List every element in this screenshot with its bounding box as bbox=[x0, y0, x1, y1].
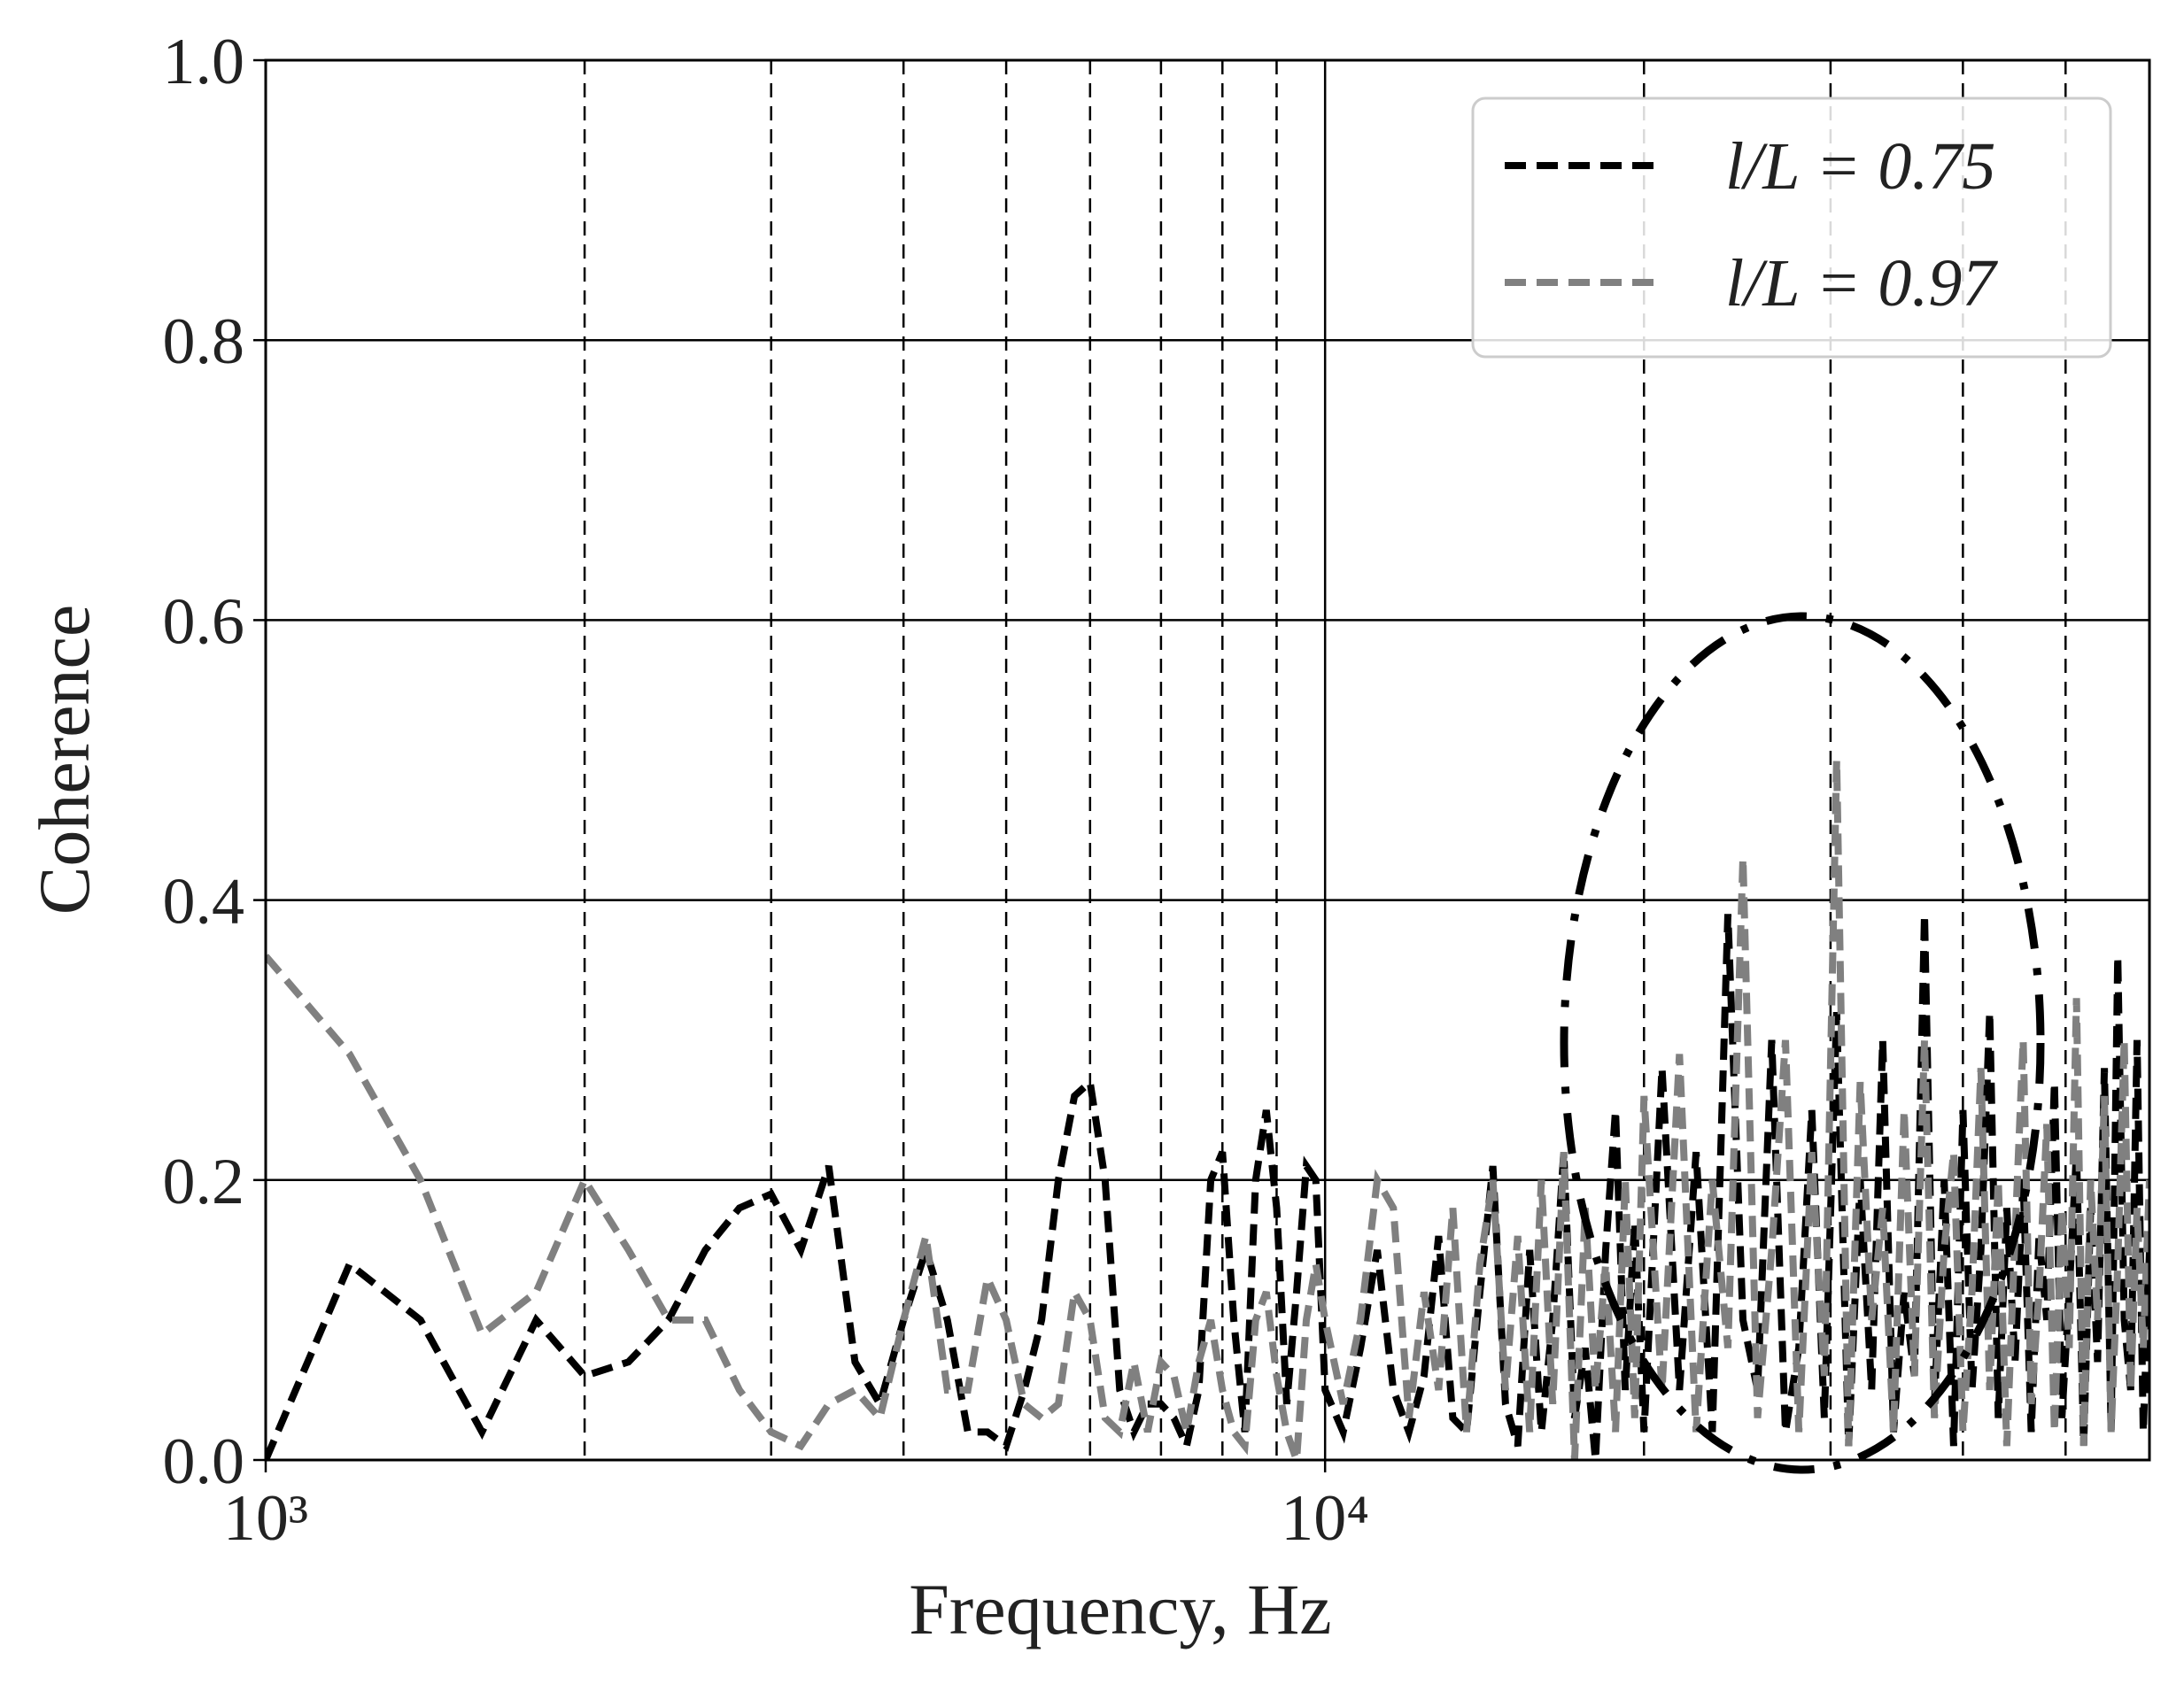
y-tick-label: 0.6 bbox=[163, 585, 245, 658]
x-tick-label: 10³ bbox=[223, 1482, 308, 1555]
y-axis-label: Coherence bbox=[24, 605, 105, 915]
plot-frame bbox=[264, 58, 2151, 1462]
y-tick-label: 0.0 bbox=[163, 1425, 245, 1498]
legend-label: l/L = 0.75 bbox=[1725, 129, 1995, 204]
series-line bbox=[266, 914, 2149, 1460]
y-tick-label: 1.0 bbox=[163, 26, 245, 98]
y-tick-label: 0.8 bbox=[163, 305, 245, 378]
series-line bbox=[266, 760, 2149, 1460]
y-tick-label: 0.4 bbox=[163, 866, 245, 939]
x-axis-label: Frequency, Hz bbox=[909, 1569, 1331, 1649]
x-tick-label: 10⁴ bbox=[1281, 1482, 1369, 1555]
legend-label: l/L = 0.97 bbox=[1725, 246, 1998, 321]
annotation-ellipse bbox=[1560, 612, 2045, 1474]
y-tick-label: 0.2 bbox=[163, 1146, 245, 1218]
